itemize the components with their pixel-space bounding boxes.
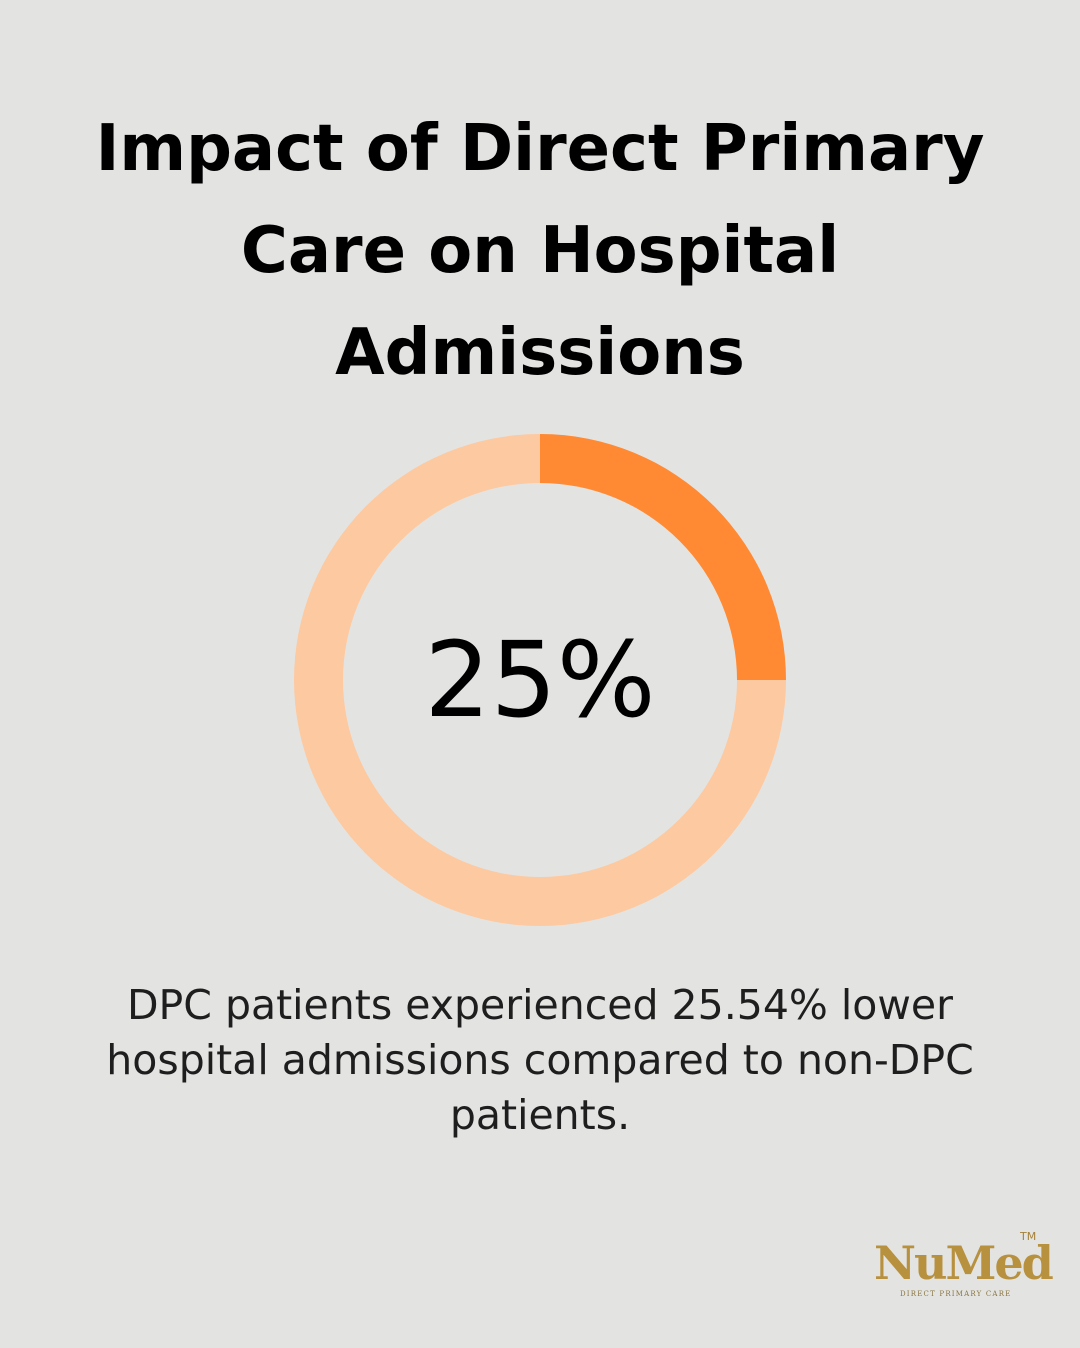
donut-center-label: 25% [424, 619, 655, 741]
donut-chart: 25% [290, 430, 790, 930]
numed-logo: NuMed TM DIRECT PRIMARY CARE [864, 1228, 1054, 1308]
chart-caption: DPC patients experienced 25.54% lower ho… [106, 981, 974, 1139]
donut-slice-highlight [540, 434, 786, 680]
logo-wordmark: NuMed [874, 1236, 1054, 1290]
logo-trademark: TM [1020, 1230, 1037, 1243]
infographic-title: Impact of Direct Primary Care on Hospita… [95, 112, 985, 390]
logo-tagline: DIRECT PRIMARY CARE [900, 1290, 1012, 1298]
donut-chart-svg: 25% [294, 434, 786, 926]
